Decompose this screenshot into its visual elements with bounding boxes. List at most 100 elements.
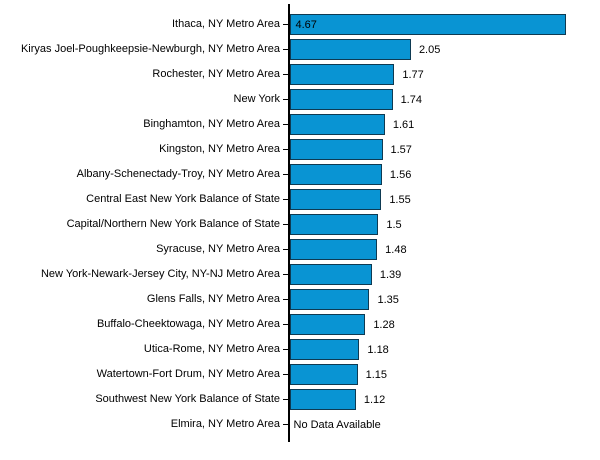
tick-mark-icon [283,424,288,425]
category-label: New York-Newark-Jersey City, NY-NJ Metro… [40,268,280,280]
plot-area: 1.39 [289,262,600,287]
bar [289,89,393,110]
value-label: 1.28 [373,318,395,331]
plot-area: 1.28 [289,312,600,337]
bar: 4.67 [289,14,567,35]
category-label: Albany-Schenectady-Troy, NY Metro Area [76,168,280,180]
chart-row: Buffalo-Cheektowaga, NY Metro Area 1.28 [0,312,600,337]
category-label: Syracuse, NY Metro Area [156,243,280,255]
tick-mark-icon [283,374,288,375]
tick-mark-icon [283,99,288,100]
bar [289,114,385,135]
chart-row: Elmira, NY Metro Area No Data Available [0,412,600,437]
plot-area: 1.61 [289,112,600,137]
value-label: 1.48 [385,243,407,256]
value-label: 1.5 [386,218,402,231]
bar [289,64,395,85]
value-label: 1.77 [402,68,424,81]
category-label: Capital/Northern New York Balance of Sta… [66,218,280,230]
plot-area: 1.35 [289,287,600,312]
value-label: 1.61 [392,118,415,131]
bar [289,214,379,235]
plot-area: 4.67 [289,12,600,37]
chart-row: New York 1.74 [0,87,600,112]
plot-area: 1.15 [289,362,600,387]
y-axis-line [288,4,290,442]
value-label: 1.18 [367,343,389,356]
chart-row: Southwest New York Balance of State 1.12 [0,387,600,412]
category-label: Rochester, NY Metro Area [152,68,280,80]
bar [289,289,370,310]
value-label: 2.05 [418,43,441,56]
tick-mark-icon [283,149,288,150]
plot-area: 1.77 [289,62,600,87]
tick-mark-icon [283,299,288,300]
category-label: Ithaca, NY Metro Area [171,18,280,30]
category-label: Glens Falls, NY Metro Area [146,293,280,305]
value-label: No Data Available [293,418,381,431]
bar [289,164,382,185]
bar [289,314,366,335]
value-label: 1.12 [363,393,386,406]
category-label: Kiryas Joel-Poughkeepsie-Newburgh, NY Me… [20,43,280,55]
value-label: 1.74 [400,93,422,106]
tick-mark-icon [283,399,288,400]
plot-area: 1.56 [289,162,600,187]
plot-area: 1.5 [289,212,600,237]
plot-area: 1.18 [289,337,600,362]
tick-mark-icon [283,74,288,75]
tick-mark-icon [283,24,288,25]
tick-mark-icon [283,249,288,250]
chart-row: Utica-Rome, NY Metro Area 1.18 [0,337,600,362]
bar [289,139,383,160]
tick-mark-icon [283,324,288,325]
category-label: Central East New York Balance of State [86,193,280,205]
tick-mark-icon [283,274,288,275]
category-label: Watertown-Fort Drum, NY Metro Area [96,368,280,380]
chart-row: Albany-Schenectady-Troy, NY Metro Area 1… [0,162,600,187]
tick-mark-icon [283,174,288,175]
chart-row: Rochester, NY Metro Area 1.77 [0,62,600,87]
value-label: 1.55 [389,193,411,206]
chart-row: Kingston, NY Metro Area 1.57 [0,137,600,162]
plot-area: 2.05 [289,37,600,62]
chart-row: Capital/Northern New York Balance of Sta… [0,212,600,237]
bar [289,339,360,360]
value-label: 1.39 [379,268,402,281]
chart-row: Syracuse, NY Metro Area 1.48 [0,237,600,262]
value-label: 1.56 [389,168,412,181]
bar [289,389,356,410]
chart-row: Glens Falls, NY Metro Area 1.35 [0,287,600,312]
category-label: Kingston, NY Metro Area [159,143,280,155]
bar [289,239,378,260]
category-label: Binghamton, NY Metro Area [143,118,280,130]
chart-row: Central East New York Balance of State 1… [0,187,600,212]
chart-row: Binghamton, NY Metro Area 1.61 [0,112,600,137]
tick-mark-icon [283,49,288,50]
chart-row: Ithaca, NY Metro Area 4.67 [0,12,600,37]
bar [289,189,382,210]
value-label: 1.57 [390,143,412,156]
plot-area: 1.57 [289,137,600,162]
category-label: Buffalo-Cheektowaga, NY Metro Area [96,318,280,330]
chart-row: New York-Newark-Jersey City, NY-NJ Metro… [0,262,600,287]
tick-mark-icon [283,199,288,200]
plot-area: 1.48 [289,237,600,262]
tick-mark-icon [283,349,288,350]
value-label: 1.35 [377,293,399,306]
plot-area: 1.55 [289,187,600,212]
category-label: Utica-Rome, NY Metro Area [143,343,280,355]
bar [289,264,372,285]
plot-area: 1.74 [289,87,600,112]
value-label: 1.15 [365,368,388,381]
chart-row: Watertown-Fort Drum, NY Metro Area 1.15 [0,362,600,387]
plot-area: No Data Available [290,412,600,437]
tick-mark-icon [283,224,288,225]
plot-area: 1.12 [289,387,600,412]
tick-mark-icon [283,124,288,125]
chart-rows: Ithaca, NY Metro Area 4.67 Kiryas Joel-P… [0,12,600,437]
bar [289,364,358,385]
bar [289,39,411,60]
category-label: Elmira, NY Metro Area [170,418,280,430]
